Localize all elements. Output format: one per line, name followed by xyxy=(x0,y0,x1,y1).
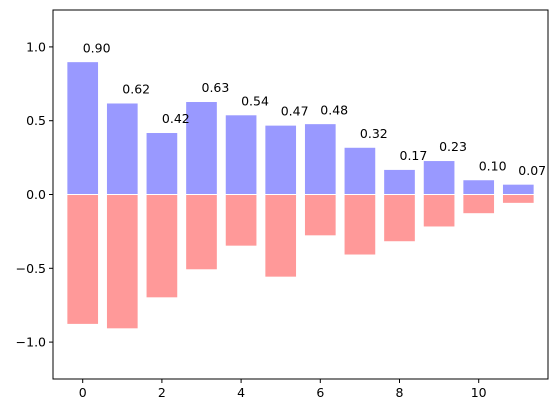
x-axis: 0 2 4 6 8 10 xyxy=(79,379,487,400)
data-label-4: 0.54 xyxy=(241,93,269,108)
upper-bar-4 xyxy=(224,114,258,195)
lower-bars-series xyxy=(66,194,535,330)
upper-bar-0 xyxy=(66,61,100,195)
lower-bar-10 xyxy=(462,194,496,215)
lower-bar-0 xyxy=(66,194,100,325)
x-tick-label-2: 4 xyxy=(237,385,245,400)
y-tick-label-0: 1.0 xyxy=(26,39,46,54)
upper-bars-series xyxy=(66,61,535,196)
lower-bar-4 xyxy=(224,194,258,247)
y-tick-label-1: 0.5 xyxy=(26,113,46,128)
lower-bar-9 xyxy=(422,194,456,228)
y-tick-label-3: −0.5 xyxy=(16,261,46,276)
upper-bar-11 xyxy=(501,183,535,195)
upper-bar-8 xyxy=(383,168,416,196)
y-tick-label-2: 0.0 xyxy=(26,187,46,202)
upper-bar-3 xyxy=(185,101,218,195)
lower-bar-1 xyxy=(105,194,139,330)
lower-bar-8 xyxy=(383,194,416,243)
data-label-0: 0.90 xyxy=(83,40,111,55)
y-axis: 1.0 0.5 0.0 −0.5 −1.0 xyxy=(16,39,53,350)
data-label-9: 0.23 xyxy=(439,139,467,154)
upper-bar-7 xyxy=(343,146,377,196)
data-label-10: 0.10 xyxy=(479,158,507,173)
data-label-7: 0.32 xyxy=(360,126,388,141)
x-tick-label-3: 6 xyxy=(316,385,324,400)
data-label-2: 0.42 xyxy=(162,111,190,126)
data-label-11: 0.07 xyxy=(518,163,546,178)
data-label-1: 0.62 xyxy=(122,82,150,97)
data-label-3: 0.63 xyxy=(202,80,230,95)
upper-bar-2 xyxy=(145,132,179,195)
lower-bar-6 xyxy=(303,194,337,237)
x-tick-label-5: 10 xyxy=(471,385,487,400)
data-label-8: 0.17 xyxy=(400,148,428,163)
lower-bar-11 xyxy=(501,194,535,204)
upper-bar-6 xyxy=(303,123,337,195)
x-tick-label-1: 2 xyxy=(158,385,166,400)
lower-bar-2 xyxy=(145,194,179,299)
upper-bar-9 xyxy=(422,160,456,195)
upper-bar-5 xyxy=(264,124,298,195)
x-tick-label-4: 8 xyxy=(396,385,404,400)
upper-bar-1 xyxy=(105,102,139,195)
lower-bar-7 xyxy=(343,194,377,256)
upper-bar-10 xyxy=(462,179,496,196)
data-label-5: 0.47 xyxy=(281,104,309,119)
data-label-6: 0.48 xyxy=(320,102,348,117)
lower-bar-3 xyxy=(185,194,218,271)
data-labels: 0.90 0.62 0.42 0.63 0.54 0.47 0.48 0.32 0.17 0.23… xyxy=(83,40,546,178)
y-tick-label-4: −1.0 xyxy=(16,335,46,350)
x-tick-label-0: 0 xyxy=(79,385,87,400)
lower-bar-5 xyxy=(264,194,298,278)
